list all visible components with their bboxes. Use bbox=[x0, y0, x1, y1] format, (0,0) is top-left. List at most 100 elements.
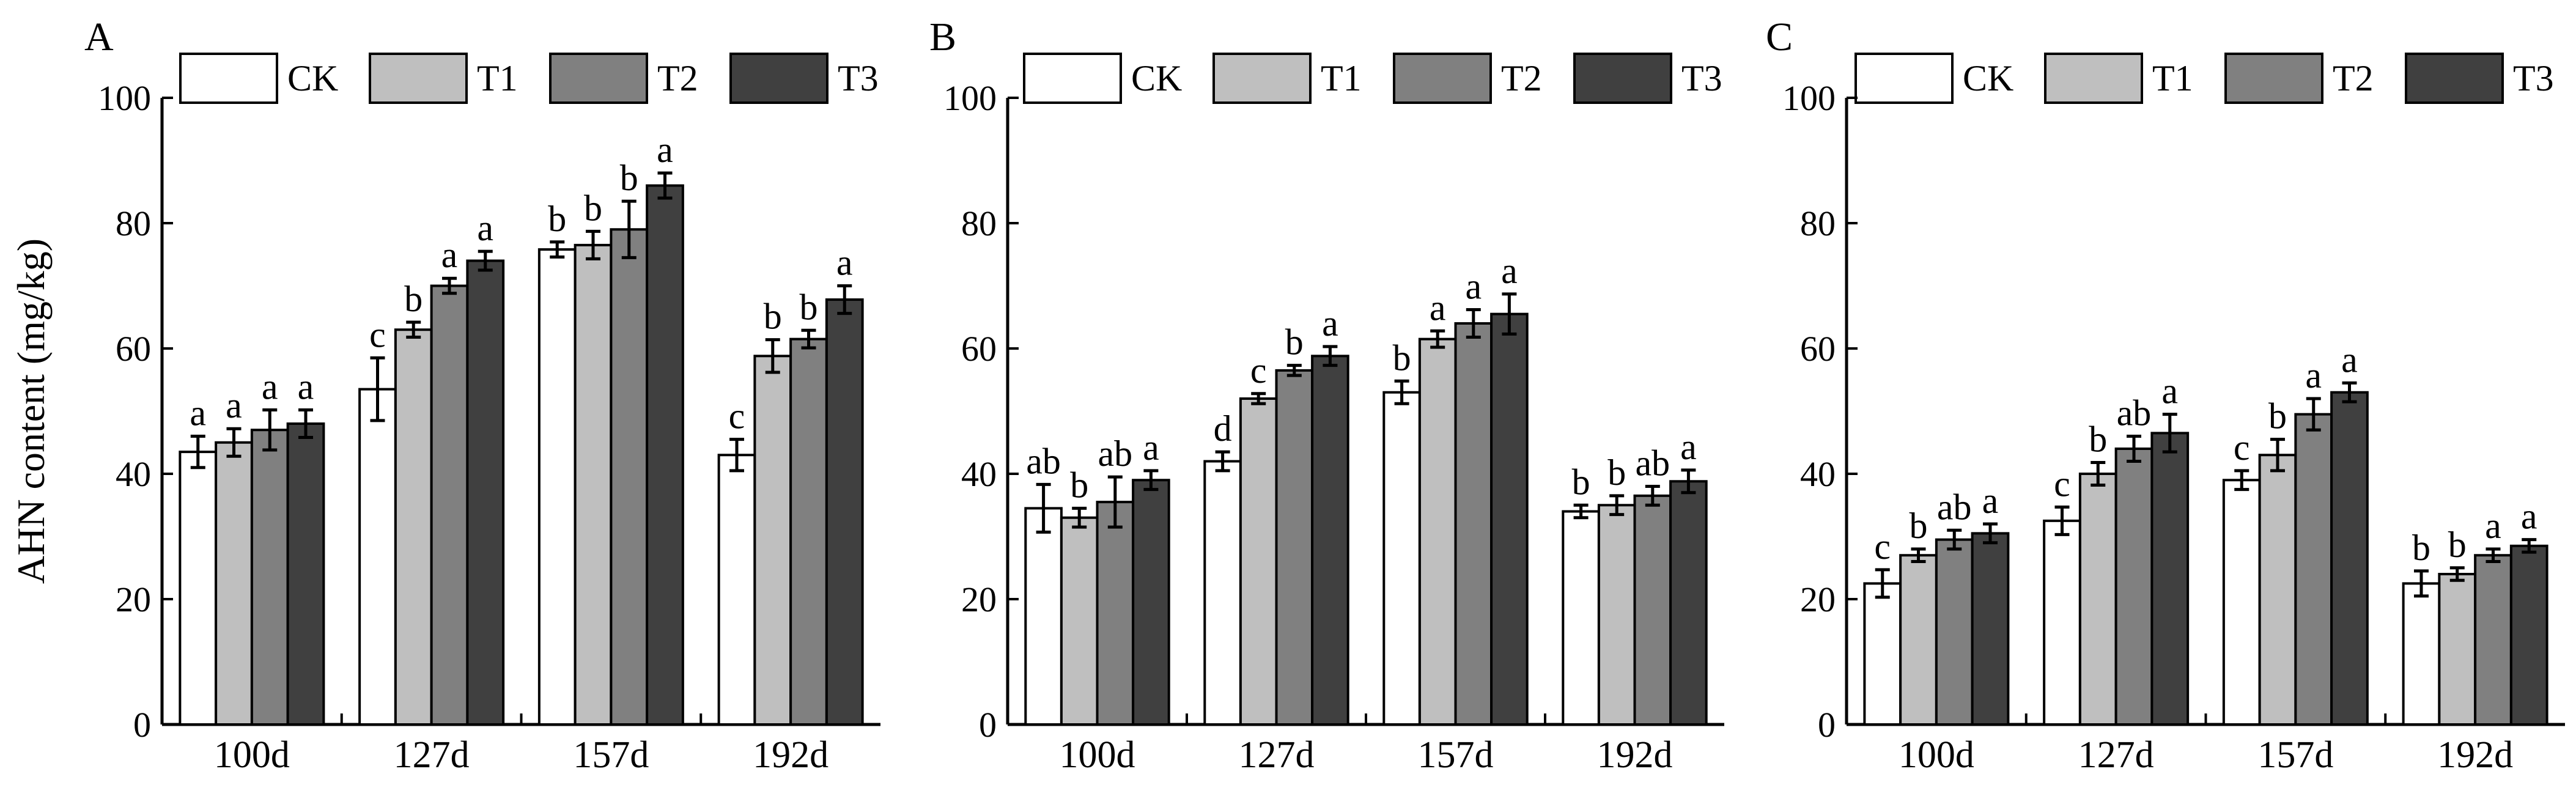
bar-t2-100d bbox=[1096, 501, 1135, 726]
significance-label: a bbox=[1982, 481, 1999, 521]
bar-t3-100d bbox=[1132, 479, 1170, 726]
significance-label: a bbox=[1680, 427, 1697, 467]
significance-label: a bbox=[657, 130, 673, 170]
significance-label: c bbox=[369, 314, 386, 355]
legend-label-t1: T1 bbox=[2152, 58, 2193, 98]
y-tick-label: 60 bbox=[116, 329, 151, 369]
bar-t2-100d bbox=[250, 429, 289, 726]
bar-t3-100d bbox=[286, 422, 325, 726]
significance-label: b bbox=[2268, 396, 2287, 437]
y-tick-label: 0 bbox=[1818, 705, 1836, 745]
y-tick-label: 40 bbox=[1800, 454, 1836, 494]
significance-label: b bbox=[2089, 419, 2107, 460]
legend-label-t2: T2 bbox=[1501, 58, 1542, 98]
significance-label: a bbox=[1465, 266, 1482, 306]
significance-label: a bbox=[226, 385, 242, 426]
significance-label: ab bbox=[1937, 487, 1972, 527]
y-tick-label: 100 bbox=[1782, 78, 1836, 118]
significance-label: a bbox=[477, 208, 493, 248]
legend-swatch-t2 bbox=[2224, 53, 2323, 104]
y-tick-label: 20 bbox=[961, 580, 997, 619]
bar-t3-192d bbox=[1669, 480, 1708, 726]
significance-label: a bbox=[298, 366, 314, 407]
bar-t1-192d bbox=[753, 355, 792, 726]
significance-label: a bbox=[1143, 427, 1159, 468]
x-category-label: 157d bbox=[1418, 734, 1494, 776]
significance-label: b bbox=[1572, 462, 1590, 502]
bar-t1-192d bbox=[1597, 504, 1636, 726]
y-tick-label: 20 bbox=[1800, 580, 1836, 619]
bar-t2-157d bbox=[1454, 322, 1493, 726]
bar-t1-157d bbox=[2258, 454, 2297, 726]
significance-label: ab bbox=[1026, 441, 1061, 481]
legend-swatch-t1 bbox=[369, 53, 468, 104]
legend-label-ck: CK bbox=[287, 58, 338, 98]
x-category-label: 127d bbox=[2078, 734, 2154, 776]
y-tick-label: 80 bbox=[961, 204, 997, 243]
significance-label: a bbox=[2485, 506, 2501, 546]
x-category-label: 100d bbox=[214, 734, 290, 776]
bar-t3-157d bbox=[1490, 312, 1529, 726]
legend-label-ck: CK bbox=[1963, 58, 2013, 98]
bar-t2-127d bbox=[2114, 448, 2153, 726]
bar-t3-157d bbox=[2330, 391, 2369, 726]
legend-label-t1: T1 bbox=[1321, 58, 1362, 98]
bar-t2-127d bbox=[430, 284, 469, 726]
significance-label: a bbox=[2341, 339, 2358, 380]
legend-swatch-t2 bbox=[549, 53, 648, 104]
significance-label: a bbox=[262, 366, 278, 407]
bar-t3-100d bbox=[1971, 532, 2010, 726]
x-category-label: 192d bbox=[2437, 734, 2513, 776]
bar-t1-100d bbox=[1899, 554, 1938, 726]
legend-swatch-t3 bbox=[2405, 53, 2504, 104]
legend-swatch-t2 bbox=[1393, 53, 1492, 104]
significance-label: a bbox=[2521, 496, 2537, 537]
legend-label-t2: T2 bbox=[2333, 58, 2374, 98]
significance-label: d bbox=[1214, 408, 1232, 449]
x-category-label: 100d bbox=[1899, 734, 1974, 776]
significance-label: b bbox=[584, 188, 602, 228]
bar-t2-157d bbox=[610, 228, 649, 726]
significance-label: a bbox=[1322, 303, 1338, 344]
y-tick-label: 100 bbox=[943, 78, 997, 118]
significance-label: b bbox=[1393, 337, 1411, 378]
significance-label: c bbox=[2234, 427, 2250, 468]
bar-t3-127d bbox=[466, 259, 505, 726]
significance-label: ab bbox=[1098, 433, 1132, 474]
significance-label: a bbox=[441, 235, 458, 275]
y-tick-label: 60 bbox=[1800, 329, 1836, 369]
bar-ck-192d bbox=[2402, 582, 2441, 726]
significance-label: b bbox=[1607, 452, 1626, 493]
x-category-label: 157d bbox=[573, 734, 649, 776]
x-category-label: 127d bbox=[394, 734, 470, 776]
significance-label: a bbox=[190, 393, 206, 433]
y-tick-label: 100 bbox=[98, 78, 151, 118]
bar-ck-127d bbox=[358, 388, 397, 726]
y-tick-label: 40 bbox=[961, 454, 997, 494]
x-category-label: 100d bbox=[1060, 734, 1135, 776]
significance-label: ab bbox=[1635, 443, 1670, 484]
bar-ck-157d bbox=[1382, 391, 1421, 726]
legend-swatch-ck bbox=[1854, 53, 1954, 104]
significance-label: a bbox=[836, 243, 853, 283]
significance-label: b bbox=[2448, 525, 2467, 565]
significance-label: b bbox=[764, 297, 782, 337]
bar-ck-192d bbox=[717, 454, 756, 726]
bar-t2-157d bbox=[2294, 413, 2333, 726]
bar-t2-127d bbox=[1275, 369, 1314, 726]
significance-label: ab bbox=[2117, 393, 2152, 433]
legend-swatch-ck bbox=[179, 53, 278, 104]
bar-t3-192d bbox=[825, 298, 864, 726]
significance-label: b bbox=[1070, 465, 1088, 505]
significance-label: b bbox=[404, 279, 423, 319]
legend: CK T1 T2 T3 bbox=[1854, 53, 2554, 104]
legend-label-t3: T3 bbox=[2513, 58, 2554, 98]
bar-ck-100d bbox=[1863, 582, 1902, 726]
bar-t2-100d bbox=[1935, 538, 1974, 726]
bar-t1-192d bbox=[2438, 573, 2477, 726]
x-category-label: 192d bbox=[1597, 734, 1673, 776]
bar-ck-100d bbox=[179, 451, 218, 726]
